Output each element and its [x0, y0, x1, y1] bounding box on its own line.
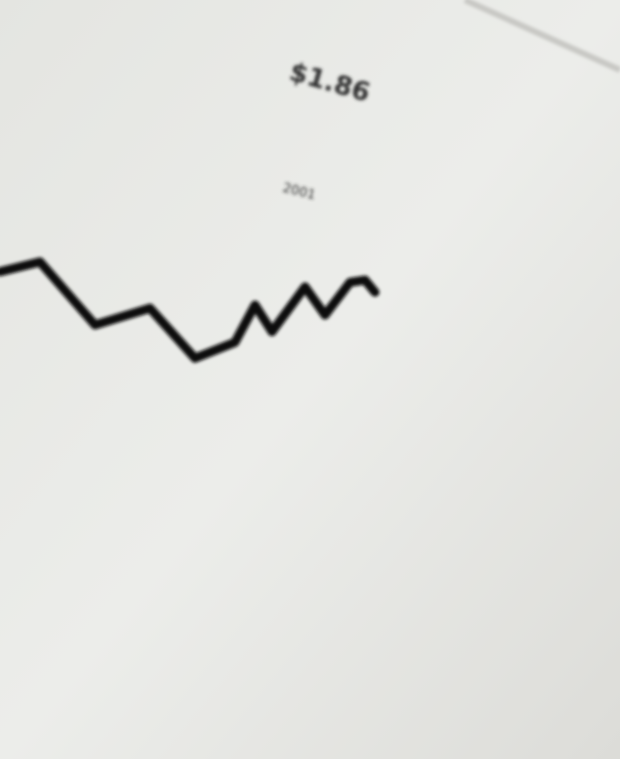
- page-edge: [463, 0, 620, 73]
- price-line: [0, 257, 380, 363]
